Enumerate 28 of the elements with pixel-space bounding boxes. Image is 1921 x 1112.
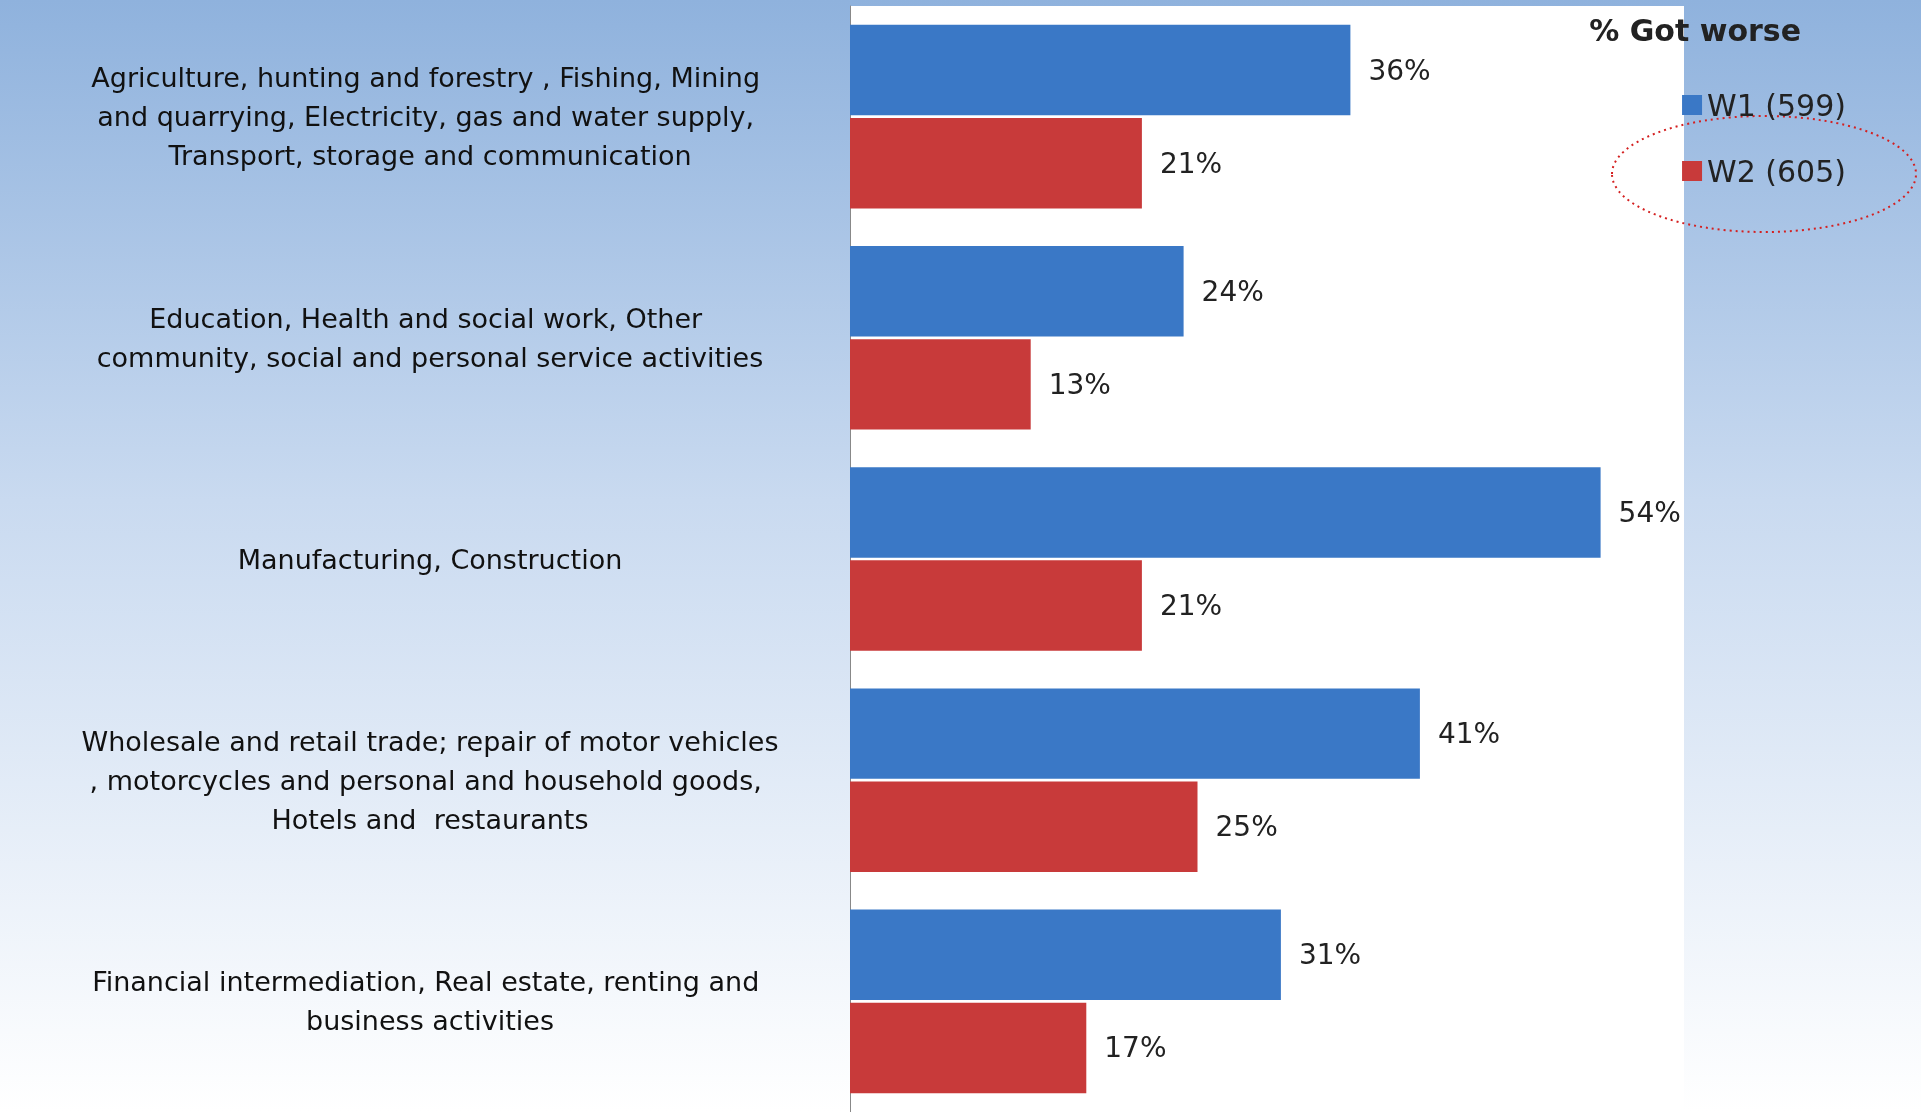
- bar: [850, 24, 1351, 116]
- bar: [850, 467, 1601, 558]
- data-label: 21%: [1159, 589, 1223, 623]
- bar: [850, 688, 1420, 779]
- y-tick-label: Education, Health and social work, Other community, social and personal service activities: [96, 302, 764, 373]
- text: % Got worse: [1589, 12, 1802, 48]
- y-tick-label: Agriculture, hunting and forestry , Fishing, Mining and quarrying, Electricity, gas and water supply, Transport, storage and communication: [91, 62, 769, 172]
- y-tick-label: Wholesale and retail trade; repair of motor vehicles, motorcycles and personal and household goods, Hotels and restaurants: [81, 725, 779, 835]
- bar: [850, 781, 1198, 872]
- bar: [850, 1002, 1087, 1094]
- data-label: 31%: [1298, 938, 1362, 972]
- bar: [850, 246, 1184, 337]
- bar: [850, 117, 1142, 209]
- data-label: 41%: [1437, 717, 1501, 751]
- bar: [850, 339, 1031, 430]
- data-label: 36%: [1368, 53, 1431, 87]
- data-label: 13%: [1048, 367, 1111, 401]
- bar: [850, 909, 1281, 1001]
- data-label: 54%: [1618, 495, 1681, 529]
- data-label: 21%: [1159, 146, 1223, 180]
- legend-label: W2 (605): [1707, 153, 1847, 189]
- data-label: 25%: [1215, 810, 1278, 844]
- legend-label: W1 (599): [1707, 87, 1847, 123]
- y-tick-label: Financial intermediation, Real estate, renting and business activities: [92, 966, 768, 1037]
- y-tick-label: Manufacturing, Construction: [237, 543, 623, 575]
- data-label: 24%: [1201, 274, 1264, 308]
- data-label: 17%: [1104, 1031, 1167, 1065]
- bar: [850, 560, 1142, 651]
